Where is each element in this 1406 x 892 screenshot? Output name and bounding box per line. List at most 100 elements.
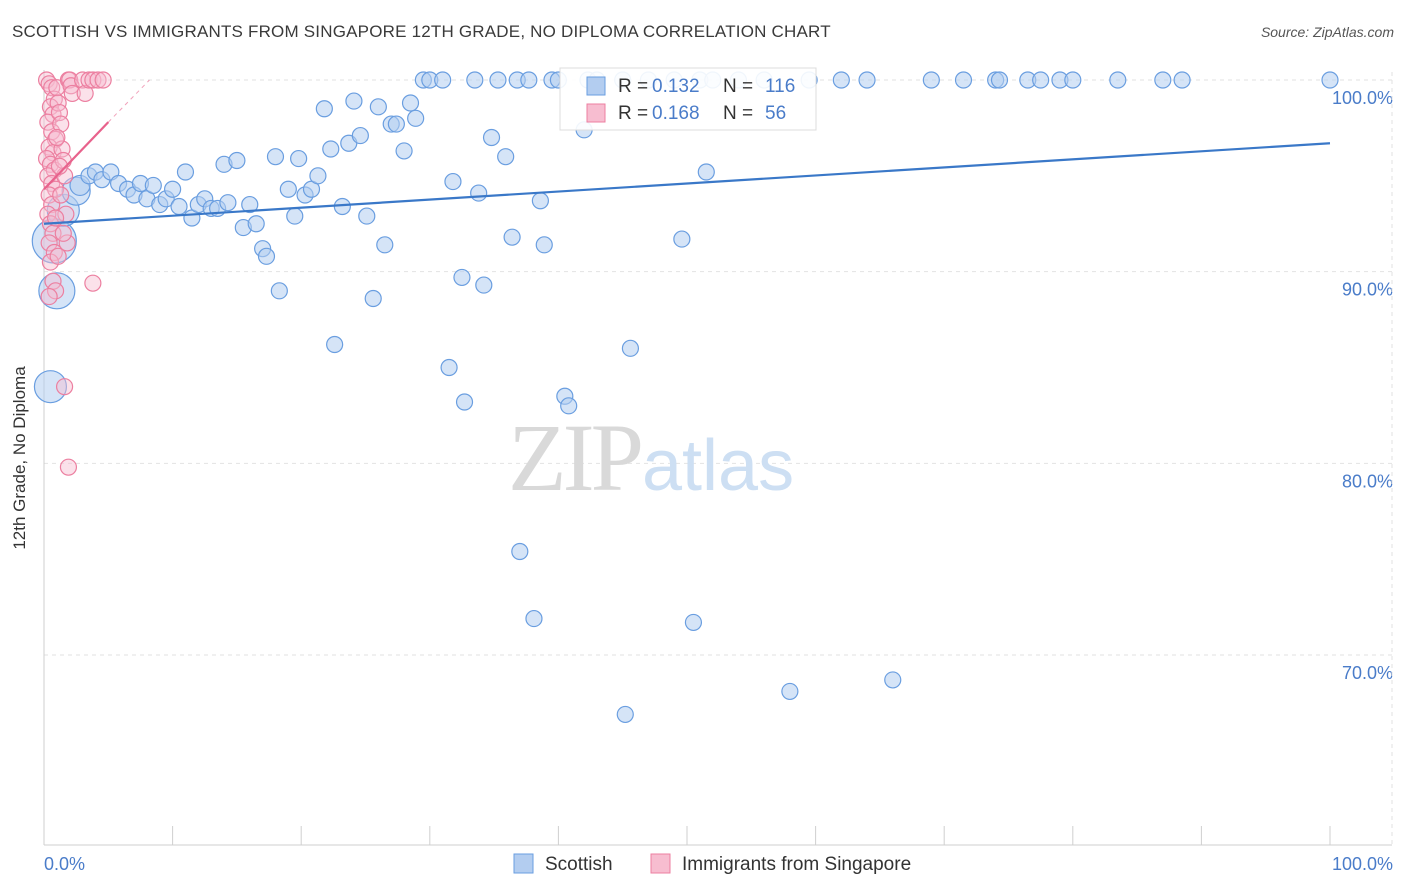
scottish-point — [369, 98, 387, 116]
scottish-point — [482, 128, 501, 147]
x-tick-label: 100.0% — [1332, 854, 1393, 874]
scottish-point — [444, 172, 462, 191]
scottish-point — [781, 682, 799, 701]
scottish-point — [407, 109, 425, 127]
scottish-point — [1154, 71, 1172, 89]
scottish-point — [358, 207, 376, 225]
watermark-zip: ZIP — [508, 404, 641, 511]
scottish-point — [395, 142, 413, 160]
scottish-point — [990, 71, 1009, 89]
scottish-point — [376, 236, 394, 254]
singapore-trend-line — [43, 121, 110, 191]
scottish-point — [219, 194, 237, 212]
y-tick-label: 90.0% — [1342, 280, 1393, 300]
scottish-point — [954, 71, 973, 89]
scottish-point — [466, 71, 484, 89]
scottish-point — [309, 167, 327, 185]
scottish-point — [503, 228, 521, 246]
singapore-point — [59, 458, 78, 476]
scottish-point — [290, 149, 308, 168]
scottish-point — [497, 148, 515, 166]
scottish-point — [38, 272, 76, 310]
singapore-point — [39, 205, 57, 223]
scottish-point — [401, 94, 420, 112]
scottish-point — [470, 184, 488, 202]
scottish-point — [176, 163, 195, 181]
singapore-point — [52, 115, 70, 133]
singapore-point — [55, 378, 74, 396]
scottish-point — [684, 613, 703, 632]
scottish-point — [315, 100, 333, 118]
singapore-point — [89, 71, 107, 89]
scottish-point — [1032, 71, 1050, 89]
scottish-point — [322, 140, 340, 158]
scottish-point — [616, 705, 634, 724]
scottish-point — [1173, 71, 1191, 89]
scottish-point — [266, 148, 285, 166]
scottish-point — [326, 335, 344, 354]
scottish-point — [1321, 71, 1339, 89]
singapore-point — [63, 84, 81, 103]
scottish-point — [228, 151, 246, 170]
singapore-point — [61, 71, 79, 89]
watermark-atlas: atlas — [642, 426, 794, 506]
singapore-point — [80, 71, 98, 89]
singapore-point — [49, 247, 67, 265]
scottish-point — [351, 126, 369, 145]
scottish-point — [832, 71, 850, 89]
scottish-point — [922, 71, 940, 89]
y-tick-label: 80.0% — [1342, 471, 1393, 491]
stats-legend-swatch — [586, 76, 606, 96]
scottish-point — [525, 609, 543, 628]
scottish-point — [475, 276, 493, 294]
scottish-point — [270, 282, 288, 300]
scottish-point — [387, 115, 405, 133]
y-tick-label: 100.0% — [1332, 88, 1393, 108]
singapore-point — [46, 282, 65, 300]
singapore-point — [54, 224, 72, 242]
scottish-point — [144, 176, 162, 195]
stats-r-label: R = — [618, 76, 648, 97]
scottish-point — [621, 339, 640, 357]
legend-label: Immigrants from Singapore — [682, 854, 911, 875]
scottish-point — [170, 197, 188, 216]
singapore-point — [52, 186, 70, 204]
chart-source: Source: ZipAtlas.com — [1260, 24, 1394, 40]
scottish-point — [531, 192, 549, 210]
scottish-point — [33, 370, 68, 404]
stats-r-value: 0.168 — [652, 103, 700, 124]
singapore-point — [94, 71, 112, 89]
scottish-point — [1064, 71, 1082, 89]
scottish-point — [858, 71, 876, 89]
legend-swatch — [650, 853, 671, 874]
stats-n-value: 116 — [765, 76, 795, 97]
scottish-point — [884, 671, 902, 689]
stats-r-label: R = — [618, 103, 648, 124]
scottish-point — [286, 207, 304, 225]
scottish-point — [440, 358, 458, 377]
stats-n-label: N = — [723, 76, 753, 97]
scottish-point — [247, 215, 265, 233]
scottish-trend-line — [43, 142, 1331, 225]
scottish-point — [364, 289, 382, 308]
singapore-point — [76, 84, 94, 103]
stats-legend-swatch — [586, 103, 606, 123]
singapore-point — [58, 234, 76, 252]
stats-n-label: N = — [723, 103, 753, 124]
scottish-point — [511, 542, 529, 561]
scottish-point — [520, 71, 538, 89]
scottish-point — [257, 247, 276, 265]
scottish-point — [1109, 71, 1127, 89]
scottish-point — [164, 180, 182, 198]
singapore-point — [40, 234, 58, 252]
scottish-point — [453, 268, 471, 287]
chart-title: SCOTTISH VS IMMIGRANTS FROM SINGAPORE 12… — [12, 22, 831, 41]
scottish-point — [489, 71, 507, 89]
scottish-point — [455, 393, 474, 411]
legend-swatch — [513, 853, 534, 874]
scottish-point — [673, 230, 691, 248]
scottish-point — [345, 92, 363, 110]
scottish-point — [434, 71, 452, 89]
x-tick-label: 0.0% — [44, 854, 85, 874]
